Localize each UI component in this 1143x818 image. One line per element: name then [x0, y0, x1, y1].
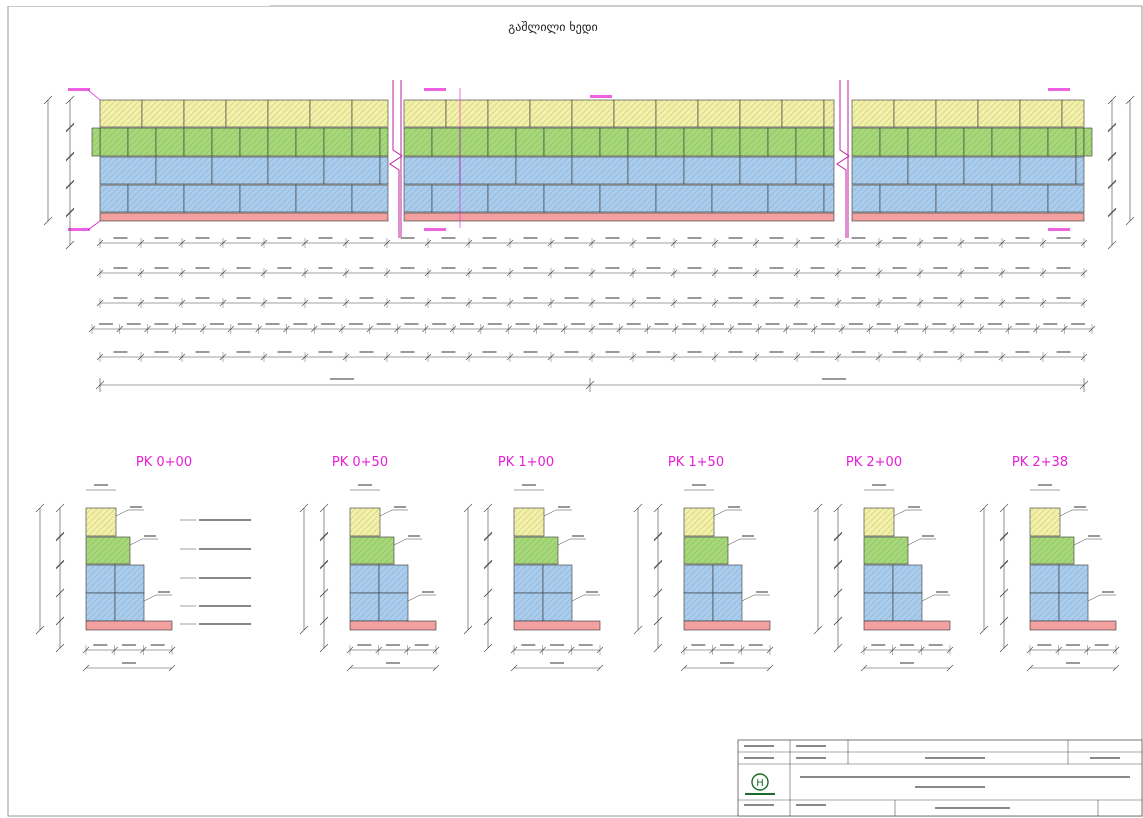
section-labels: PK 0+00 PK 0+50 PK 1+00 PK 1+50 PK 2+00 … — [136, 455, 1068, 470]
section-label-pk-0-00: PK 0+00 — [136, 455, 192, 470]
section-label-pk-2-00: PK 2+00 — [846, 455, 902, 470]
station-marker — [424, 88, 446, 91]
legend-entry — [199, 605, 251, 607]
station-marker — [1048, 228, 1070, 231]
break-line — [389, 80, 403, 238]
legend-entry — [199, 519, 251, 521]
title-block: Н — [737, 739, 1143, 817]
cross-sections — [35, 484, 1120, 672]
foundation-strip — [99, 212, 389, 222]
legend-entry — [199, 548, 251, 550]
cross-section-pk-0-50 — [299, 484, 440, 672]
section-foundation — [513, 620, 601, 631]
break-line — [836, 80, 850, 238]
section-foundation — [85, 620, 173, 631]
section-foundation — [349, 620, 437, 631]
section-label-pk-2-38: PK 2+38 — [1012, 455, 1068, 470]
foundation-strip — [403, 212, 835, 222]
cross-section-pk-2-38 — [979, 484, 1120, 672]
sheet-frame — [7, 5, 1143, 817]
station-marker — [424, 228, 446, 231]
section-foundation — [683, 620, 771, 631]
dimension-chains — [82, 237, 1120, 655]
company-logo — [751, 773, 769, 791]
section-foundation — [1029, 620, 1117, 631]
drawing-title: გაშლილი ხედი — [508, 20, 597, 34]
section-label-pk-0-50: PK 0+50 — [332, 455, 388, 470]
station-marker — [68, 88, 90, 91]
station-marker — [1048, 88, 1070, 91]
legend-entry — [199, 577, 251, 579]
section-label-pk-1-00: PK 1+00 — [498, 455, 554, 470]
section-foundation — [863, 620, 951, 631]
foundation-strip — [851, 212, 1085, 222]
cross-section-pk-0-00 — [35, 484, 176, 672]
station-marker — [68, 228, 90, 231]
cross-section-pk-1-50 — [633, 484, 774, 672]
company-logo-letter: Н — [756, 778, 764, 789]
legend-entry — [199, 623, 251, 625]
elevation-view — [43, 80, 1135, 250]
cross-section-pk-1-00 — [463, 484, 604, 672]
cross-section-pk-2-00 — [813, 484, 954, 672]
section-label-pk-1-50: PK 1+50 — [668, 455, 724, 470]
station-marker — [590, 95, 612, 98]
